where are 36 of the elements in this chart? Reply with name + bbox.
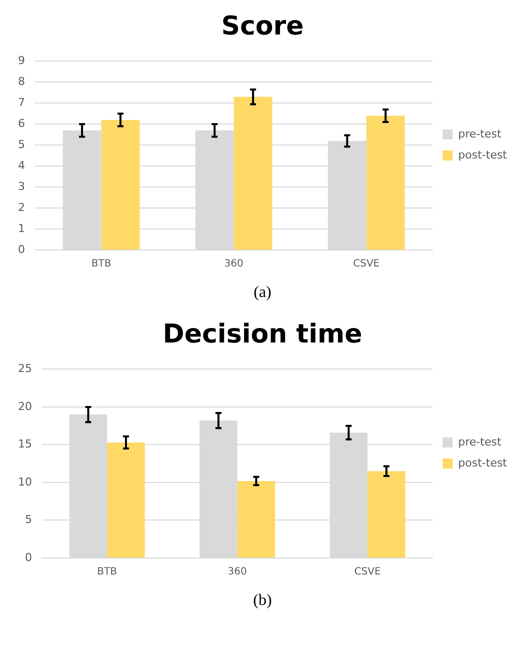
bar [237, 480, 276, 558]
y-tick-label: 3 [18, 180, 25, 193]
y-tick-label: 6 [18, 116, 25, 130]
y-tick-label: 20 [18, 400, 32, 413]
x-tick-label: 360 [224, 258, 244, 270]
bar [366, 116, 405, 250]
chart-title: Score [221, 11, 304, 42]
y-tick-label: 4 [18, 158, 25, 172]
y-tick-label: 7 [18, 96, 25, 110]
y-tick-label: 8 [18, 75, 25, 88]
x-tick-label: BTB [91, 258, 112, 270]
chart-title: Decision time [162, 319, 362, 350]
y-tick-label: 10 [18, 475, 32, 488]
legend-label: post-test [458, 148, 508, 162]
bar [234, 96, 272, 250]
y-tick-label: 15 [18, 438, 32, 451]
y-tick-label: 0 [24, 550, 32, 564]
text: (b) [252, 592, 273, 610]
bar [368, 471, 406, 558]
y-tick-label: 2 [18, 200, 25, 214]
x-tick-label: CSVE [354, 566, 381, 578]
y-tick-label: 1 [18, 222, 25, 235]
x-tick-label: BTB [97, 566, 118, 578]
bar [107, 442, 145, 558]
bar [101, 120, 140, 250]
y-tick-label: 0 [18, 242, 25, 256]
legend-label: pre-test [458, 127, 502, 140]
x-tick-label: 360 [228, 566, 247, 578]
y-tick-label: 9 [18, 54, 25, 68]
x-tick-label: CSVE [353, 258, 380, 270]
y-tick-label: 25 [18, 362, 32, 376]
text: (a) [252, 284, 272, 302]
y-tick-label: 5 [24, 513, 32, 526]
legend-label: post-test [458, 456, 508, 470]
legend-label: pre-test [458, 435, 502, 448]
y-tick-label: 5 [18, 138, 25, 151]
